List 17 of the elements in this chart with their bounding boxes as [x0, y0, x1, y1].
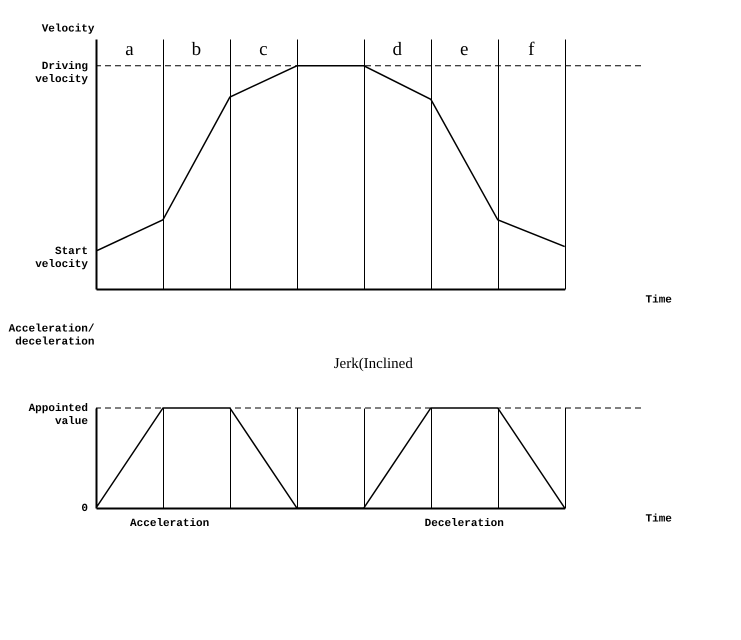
- text: a: [125, 39, 134, 60]
- text: b: [192, 39, 202, 60]
- text: f: [528, 39, 536, 60]
- text: d: [392, 39, 403, 60]
- x-axis-title: Time: [646, 294, 672, 306]
- ref-line-label: Driving velocity: [35, 60, 88, 86]
- text: Jerk(Inclined: [334, 356, 414, 372]
- x-axis-title: Time: [646, 514, 672, 526]
- text: Start velocity: [35, 246, 88, 271]
- ref-line-label: Appointed value: [28, 403, 88, 428]
- y-axis-title: Velocity: [42, 24, 95, 36]
- text: 0: [81, 503, 88, 515]
- text: e: [460, 39, 468, 60]
- y-axis-title: Acceleration/ deceleration: [8, 324, 95, 348]
- text: c: [259, 39, 268, 60]
- text: Deceleration: [424, 518, 504, 530]
- text: Acceleration: [130, 518, 210, 530]
